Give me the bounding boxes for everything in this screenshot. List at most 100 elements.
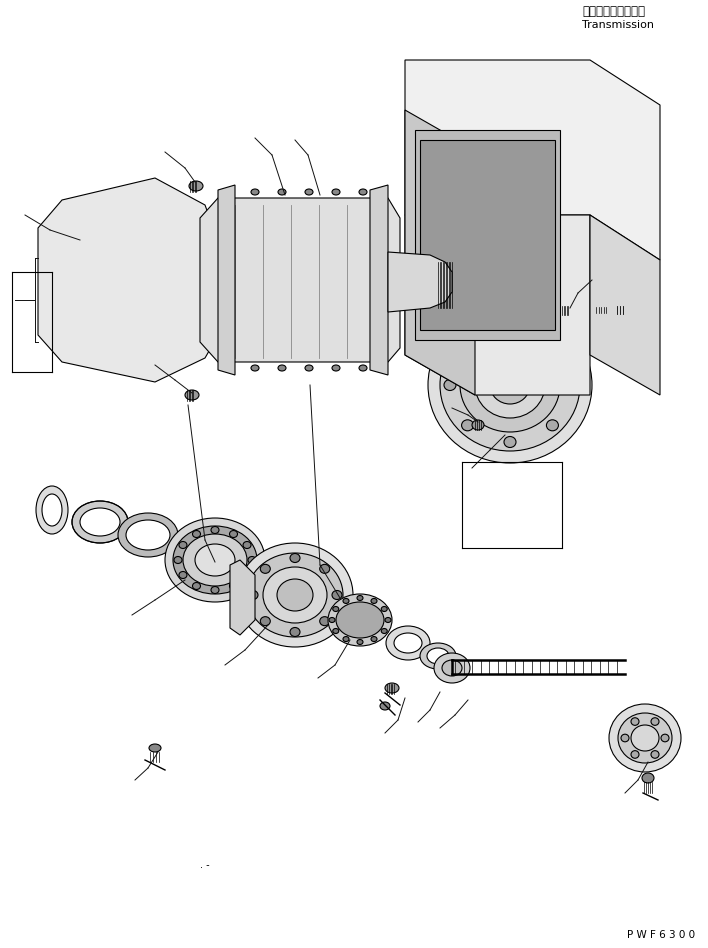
- Polygon shape: [388, 252, 452, 312]
- Ellipse shape: [460, 338, 560, 432]
- Ellipse shape: [420, 643, 456, 669]
- Ellipse shape: [591, 91, 599, 99]
- Ellipse shape: [566, 62, 574, 68]
- Ellipse shape: [305, 365, 313, 371]
- Ellipse shape: [438, 190, 542, 280]
- Ellipse shape: [261, 616, 270, 626]
- Ellipse shape: [504, 322, 516, 334]
- Ellipse shape: [92, 208, 204, 352]
- Ellipse shape: [183, 534, 247, 586]
- Ellipse shape: [621, 734, 629, 741]
- Ellipse shape: [290, 554, 300, 562]
- Text: トランスミッション: トランスミッション: [582, 5, 645, 18]
- Ellipse shape: [126, 520, 170, 550]
- Ellipse shape: [120, 244, 176, 316]
- Ellipse shape: [555, 350, 565, 360]
- Ellipse shape: [504, 436, 516, 447]
- Ellipse shape: [206, 275, 214, 285]
- Ellipse shape: [425, 350, 435, 360]
- Ellipse shape: [496, 62, 504, 68]
- Ellipse shape: [385, 617, 391, 623]
- Ellipse shape: [428, 307, 592, 463]
- Ellipse shape: [72, 501, 128, 543]
- Ellipse shape: [465, 213, 515, 257]
- Ellipse shape: [320, 564, 330, 574]
- Ellipse shape: [332, 591, 342, 599]
- Polygon shape: [218, 185, 235, 375]
- Ellipse shape: [490, 366, 530, 404]
- Ellipse shape: [80, 508, 120, 536]
- Polygon shape: [405, 215, 590, 395]
- Polygon shape: [370, 185, 388, 375]
- Ellipse shape: [188, 332, 196, 341]
- Ellipse shape: [357, 595, 363, 600]
- Ellipse shape: [642, 773, 654, 783]
- Polygon shape: [200, 198, 400, 362]
- Ellipse shape: [179, 541, 187, 549]
- Ellipse shape: [631, 725, 659, 751]
- Ellipse shape: [336, 602, 384, 638]
- Ellipse shape: [547, 339, 559, 350]
- Ellipse shape: [618, 713, 672, 763]
- Ellipse shape: [332, 189, 340, 195]
- Ellipse shape: [100, 218, 108, 228]
- Ellipse shape: [211, 587, 219, 593]
- Ellipse shape: [144, 355, 152, 365]
- Text: . -: . -: [200, 860, 210, 870]
- Ellipse shape: [224, 189, 232, 195]
- Ellipse shape: [343, 598, 349, 604]
- Ellipse shape: [386, 626, 430, 660]
- Ellipse shape: [461, 62, 469, 68]
- Ellipse shape: [211, 526, 219, 534]
- Ellipse shape: [560, 305, 574, 315]
- Ellipse shape: [442, 660, 462, 676]
- Ellipse shape: [381, 629, 387, 633]
- Ellipse shape: [278, 365, 286, 371]
- Ellipse shape: [631, 751, 639, 758]
- Ellipse shape: [179, 572, 187, 578]
- Ellipse shape: [385, 683, 399, 693]
- Ellipse shape: [80, 192, 216, 368]
- Ellipse shape: [251, 365, 259, 371]
- Ellipse shape: [100, 332, 108, 341]
- Ellipse shape: [320, 616, 330, 626]
- Ellipse shape: [247, 553, 343, 637]
- Text: P W F 6 3 0 0: P W F 6 3 0 0: [627, 930, 695, 940]
- Ellipse shape: [188, 218, 196, 228]
- Ellipse shape: [278, 189, 286, 195]
- Ellipse shape: [36, 486, 68, 534]
- Ellipse shape: [229, 531, 237, 538]
- Ellipse shape: [248, 591, 258, 599]
- Polygon shape: [415, 130, 560, 340]
- Ellipse shape: [173, 526, 257, 594]
- Ellipse shape: [371, 598, 377, 604]
- Ellipse shape: [343, 636, 349, 642]
- Ellipse shape: [381, 607, 387, 611]
- Ellipse shape: [371, 636, 377, 642]
- Polygon shape: [230, 560, 255, 635]
- Ellipse shape: [394, 633, 422, 653]
- Ellipse shape: [149, 744, 161, 752]
- Ellipse shape: [434, 653, 470, 683]
- Ellipse shape: [531, 62, 539, 68]
- Ellipse shape: [333, 629, 338, 633]
- Ellipse shape: [290, 628, 300, 636]
- Ellipse shape: [490, 350, 500, 360]
- Ellipse shape: [261, 564, 270, 574]
- Polygon shape: [590, 215, 660, 395]
- Ellipse shape: [547, 420, 559, 430]
- Ellipse shape: [359, 365, 367, 371]
- Ellipse shape: [108, 228, 188, 332]
- Ellipse shape: [380, 702, 390, 710]
- Ellipse shape: [631, 718, 639, 725]
- Ellipse shape: [82, 275, 90, 285]
- Ellipse shape: [450, 200, 530, 270]
- Ellipse shape: [174, 556, 182, 563]
- Ellipse shape: [193, 531, 200, 538]
- Ellipse shape: [651, 718, 659, 725]
- Ellipse shape: [651, 751, 659, 758]
- Ellipse shape: [224, 365, 232, 371]
- Ellipse shape: [305, 189, 313, 195]
- Ellipse shape: [332, 365, 340, 371]
- Ellipse shape: [193, 582, 200, 590]
